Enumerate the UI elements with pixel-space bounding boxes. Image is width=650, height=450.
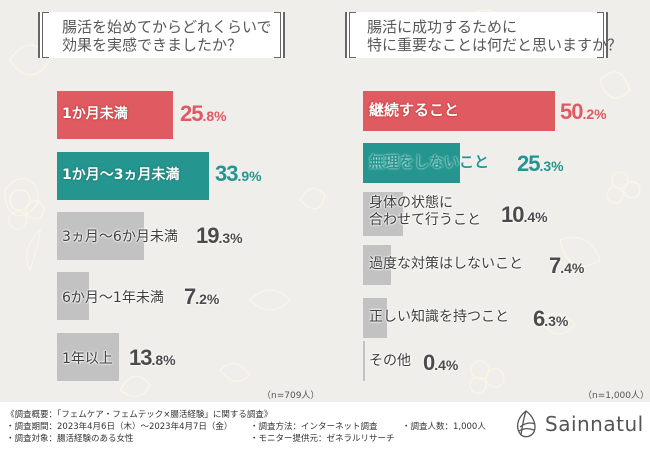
leaf-logo-icon	[516, 410, 536, 438]
bar-r2	[363, 143, 460, 183]
right-question-box: 腸活に成功するために 特に重要なことは何だと思いますか？	[345, 12, 622, 58]
right-question-text: 腸活に成功するために 特に重要なことは何だと思いますか？	[367, 18, 623, 54]
bar-r6	[363, 341, 365, 381]
bar-r-value-3: 10.4%	[501, 202, 548, 227]
bar-r-label-4: 過度な対策はしないこと	[369, 256, 523, 272]
bar-r1	[363, 91, 555, 131]
survey-provider: ・モニター提供元：ゼネラルリサーチ	[250, 434, 395, 444]
bar-label-2: 1か月〜3ヵ月未満	[62, 167, 180, 183]
brand-name: Sainnatul	[545, 412, 644, 436]
bar-2	[57, 152, 209, 200]
bar-r4	[363, 245, 391, 285]
bar-value-5: 13.8%	[129, 345, 176, 370]
bar-r-label-5: 正しい知識を持つこと	[369, 309, 509, 325]
bar-value-1: 25.8%	[180, 101, 227, 126]
survey-footer: 《調査概要：「フェムケア・フェムテック×腸活経験」に関する調査》 ・調査期間：2…	[0, 402, 650, 450]
bar-value-2: 33.9%	[215, 161, 262, 186]
bar-r-value-2: 25.3%	[517, 151, 564, 176]
bar-r-label-6: その他	[369, 353, 411, 369]
bar-label-1: 1か月未満	[62, 106, 128, 122]
bar-r5	[363, 298, 387, 338]
brand-logo: Sainnatul	[515, 410, 644, 438]
survey-count: ・調査人数：1,000人	[402, 422, 486, 432]
bar-5	[57, 333, 119, 381]
bar-r-label-3: 身体の状態に 合わせて行うこと	[369, 195, 481, 228]
bar-3	[57, 212, 144, 260]
survey-period: ・調査期間：2023年4月6日（木）〜2023年4月7日（金）	[6, 422, 233, 432]
bar-r3	[363, 192, 403, 236]
bar-r-value-6: 0.4%	[423, 350, 459, 375]
bar-r-value-5: 6.3%	[533, 306, 569, 331]
bar-value-3: 19.3%	[196, 223, 243, 248]
left-question-box: 腸活を始めてからどれくらいで 効果を実感できましたか？	[38, 12, 285, 58]
right-sample-size: （n=1,000人）	[583, 391, 650, 401]
bar-1	[57, 91, 173, 139]
survey-method: ・調査方法：インターネット調査	[250, 422, 378, 432]
bar-value-4: 7.2%	[184, 284, 220, 309]
bar-label-3: 3ヵ月〜6か月未満	[62, 229, 178, 245]
left-sample-size: （n=709人）	[262, 391, 320, 401]
bar-r-label-1: 継続すること	[369, 101, 460, 119]
left-question-text: 腸活を始めてからどれくらいで 効果を実感できましたか？	[62, 18, 272, 54]
bar-r-value-1: 50.2%	[560, 99, 607, 124]
survey-overview: 《調査概要：「フェムケア・フェムテック×腸活経験」に関する調査》	[6, 410, 273, 420]
bar-r-value-4: 7.4%	[549, 253, 585, 278]
bar-label-4: 6か月〜1年未満	[62, 290, 164, 306]
survey-target: ・調査対象：腸活経験のある女性	[6, 434, 134, 444]
bar-label-5: 1年以上	[62, 351, 113, 367]
bar-r-label-2: 無理をしないこと	[369, 153, 490, 171]
bar-4	[57, 272, 89, 320]
